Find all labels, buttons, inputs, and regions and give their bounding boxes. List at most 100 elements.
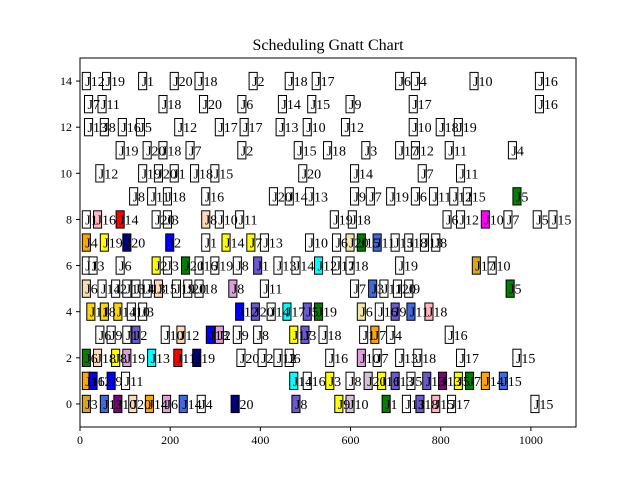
task-label: J9 [110,375,122,390]
task-bar [81,348,91,368]
task-bar [142,141,152,160]
task-label: J8 [232,283,244,298]
task-bar [345,256,355,275]
task-label: J5 [516,190,528,205]
task-bar [356,302,366,321]
task-label: J7 [376,352,388,367]
task-label: J18 [428,306,447,321]
task-label: J16 [306,375,325,390]
task-bar [379,279,389,298]
task-bar [415,394,425,414]
task-bar [153,164,163,183]
task-label: J7 [250,237,262,252]
task-bar [507,141,517,160]
task-bar [424,302,434,321]
task-bar [449,187,459,206]
task-label: J3 [372,283,384,298]
task-bar [214,118,224,137]
task-label: J10 [349,398,368,413]
task-label: J3 [85,398,97,413]
task-label: J1 [385,398,397,413]
task-bar [377,371,387,391]
task-label: J18 [322,329,341,344]
task-bar [532,210,542,229]
task-bar [239,118,249,137]
labels-layer: J3 J13 J10 J20 J14 J6 J14 J4 J20 J8 J9 J10 J1 J13 J18 J… [85,75,571,413]
task-bar [408,95,418,114]
task-bar [284,187,294,206]
task-label: J1 [363,329,375,344]
task-label: J12 [239,306,258,321]
task-label: J15 [466,190,485,205]
task-bar [392,279,402,298]
task-bar [129,187,139,206]
task-label: J10 [491,260,510,275]
task-bar [395,71,405,91]
task-label: J19 [196,352,215,367]
task-label: J10 [309,237,328,252]
task-label: J16 [538,98,557,113]
task-label: J17 [412,98,431,113]
task-label: J4 [390,329,402,344]
task-bar [381,394,391,414]
task-bar [171,279,181,298]
task-label: J1 [142,75,154,90]
task-bar [503,210,513,229]
task-bar [345,233,355,252]
task-bar [361,141,371,160]
task-bar [350,187,360,206]
task-label: J1 [126,329,138,344]
task-bar [232,256,242,275]
task-label: J7 [189,144,201,159]
task-label: J10 [164,329,183,344]
task-bar [111,279,121,298]
task-label: J17 [451,398,470,413]
task-label: J13 [399,352,418,367]
task-bar [356,348,366,368]
task-bar [115,210,125,229]
task-label: J20 [349,237,368,252]
task-bar [273,348,283,368]
task-bar [99,118,109,137]
task-label: J11 [460,167,479,182]
task-bar [99,302,109,321]
task-bar [194,279,204,298]
task-bar [158,95,168,114]
task-label: J18 [288,75,307,90]
task-label: J19 [390,190,409,205]
task-label: J17 [286,306,305,321]
task-label: J12 [92,375,111,390]
task-label: J11 [101,98,120,113]
task-bar [151,256,161,275]
task-label: J13 [442,375,461,390]
task-bar [453,118,463,137]
y-tick-label: 2 [66,351,72,365]
task-label: J18 [162,98,181,113]
task-label: J14 [295,260,314,275]
task-bar [345,371,355,391]
task-bar [404,233,414,252]
task-label: J6 [399,75,411,90]
task-label: J8 [115,352,127,367]
task-label: J18 [439,121,458,136]
task-label: J20 [254,306,273,321]
task-label: J13 [394,375,413,390]
task-label: J14 [101,283,120,298]
task-label: J4 [511,144,523,159]
task-label: J3 [92,260,104,275]
task-label: J20 [396,283,415,298]
task-label: J20 [132,398,151,413]
task-label: J11 [263,283,282,298]
task-bar [480,371,490,391]
task-bar [135,118,145,137]
task-label: J9 [236,329,248,344]
task-bar [138,302,148,321]
task-label: J5 [139,121,151,136]
task-bar [95,164,105,183]
task-label: J1 [173,167,185,182]
x-tick-label: 600 [342,433,360,447]
task-bar [345,95,355,114]
task-bar [469,71,479,91]
task-label: J15 [360,237,379,252]
task-label: J15 [297,144,316,159]
